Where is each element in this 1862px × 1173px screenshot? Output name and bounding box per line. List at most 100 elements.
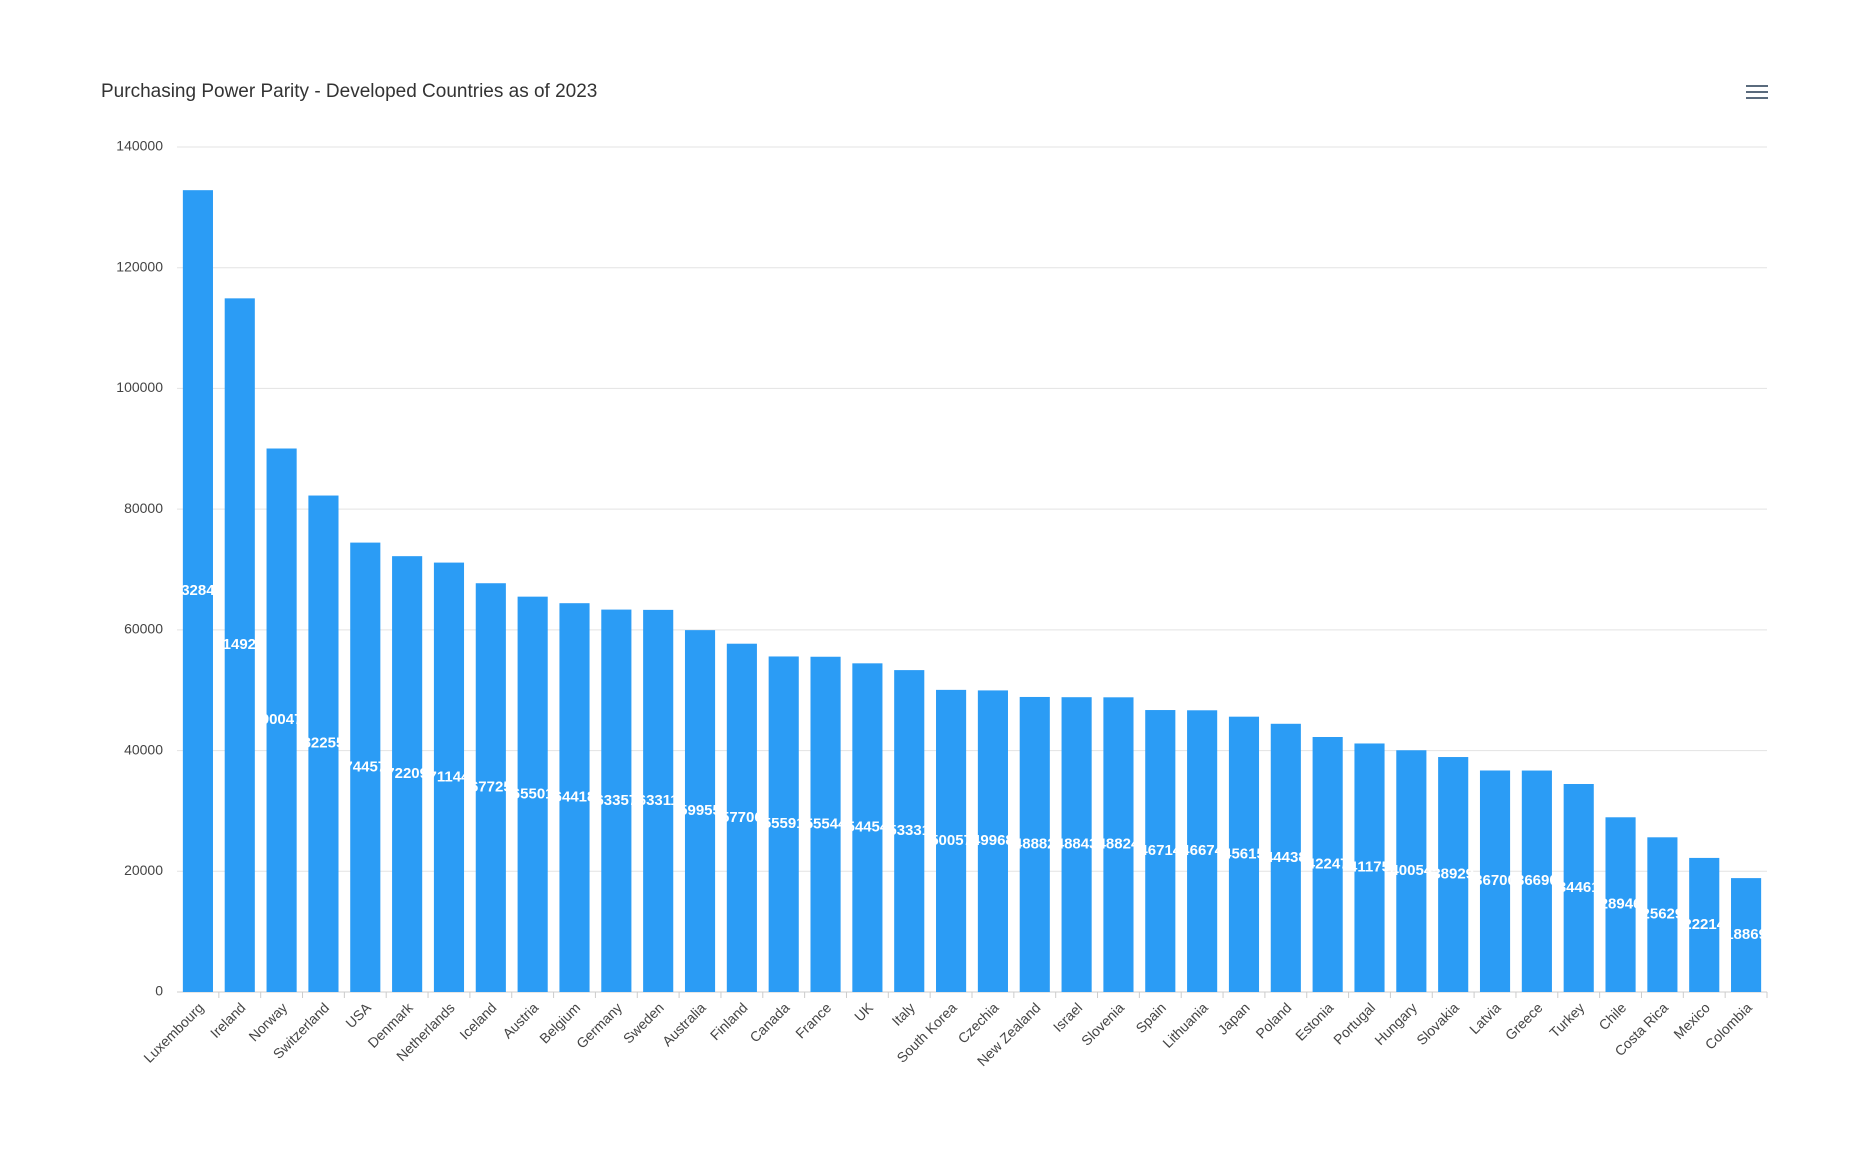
data-label: 55544 xyxy=(805,815,847,832)
bar xyxy=(350,542,381,992)
x-tick-label: Luxembourg xyxy=(140,999,206,1065)
data-label: 25629 xyxy=(1642,906,1684,923)
bar xyxy=(1187,710,1218,992)
x-tick-label: Portugal xyxy=(1330,999,1378,1047)
bar xyxy=(726,643,757,992)
bar xyxy=(1103,697,1134,992)
data-label: 22214 xyxy=(1683,916,1725,933)
data-label: 42247 xyxy=(1307,855,1349,872)
data-label: 67725 xyxy=(470,779,512,796)
data-label: 54454 xyxy=(847,819,889,836)
x-tick-label: Hungary xyxy=(1371,999,1420,1048)
x-tick-label: Turkey xyxy=(1546,999,1587,1040)
bar xyxy=(936,689,967,992)
y-tick-label: 20000 xyxy=(124,862,163,878)
bar xyxy=(1731,878,1762,992)
data-label: 63357 xyxy=(595,792,637,809)
x-tick-label: Germany xyxy=(573,999,625,1051)
data-label: 50057 xyxy=(930,832,972,849)
bar xyxy=(1563,784,1594,992)
bar xyxy=(643,609,674,992)
bar xyxy=(601,609,632,992)
bar xyxy=(559,603,590,992)
x-tick-label: France xyxy=(792,999,834,1041)
x-tick-label: Lithuania xyxy=(1159,999,1211,1051)
x-tick-label: Ireland xyxy=(207,999,249,1041)
data-label: 90047 xyxy=(261,711,303,728)
bar xyxy=(810,656,841,992)
bar xyxy=(977,690,1008,992)
x-tick-label: UK xyxy=(851,999,877,1025)
data-label: 55591 xyxy=(763,815,805,832)
x-tick-label: Spain xyxy=(1132,999,1169,1036)
bar xyxy=(852,663,883,992)
bar xyxy=(684,630,716,992)
x-tick-label: Israel xyxy=(1050,999,1086,1035)
bar xyxy=(1521,770,1552,992)
bar xyxy=(392,556,423,992)
menu-icon[interactable] xyxy=(1746,85,1768,99)
bar xyxy=(433,562,465,992)
y-tick-label: 0 xyxy=(155,983,163,999)
data-label: 49968 xyxy=(972,832,1014,849)
data-label: 34461 xyxy=(1558,879,1600,896)
data-label: 71144 xyxy=(429,768,471,785)
x-tick-label: Australia xyxy=(659,999,709,1049)
data-label: 63311 xyxy=(638,792,679,809)
bar xyxy=(1270,723,1301,992)
bar xyxy=(517,596,548,992)
bar xyxy=(1019,696,1050,992)
bar xyxy=(224,298,255,992)
data-label: 57706 xyxy=(721,809,763,826)
data-label: 114924 xyxy=(215,636,265,653)
data-label: 36690 xyxy=(1516,872,1558,889)
bar xyxy=(1354,743,1385,992)
data-label: 38929 xyxy=(1432,865,1474,882)
bar xyxy=(1647,837,1678,992)
data-label: 48843 xyxy=(1056,836,1098,853)
bar xyxy=(1689,857,1720,992)
data-label: 74457 xyxy=(344,758,386,775)
x-tick-label: Greece xyxy=(1502,999,1546,1043)
x-tick-label: Iceland xyxy=(456,999,499,1042)
data-label: 46674 xyxy=(1181,842,1223,859)
x-tick-label: Latvia xyxy=(1466,999,1504,1037)
data-label: 48824 xyxy=(1098,836,1140,853)
data-label: 48882 xyxy=(1014,835,1056,852)
bar xyxy=(475,583,506,992)
data-label: 65501 xyxy=(512,785,554,802)
data-label: 28946 xyxy=(1600,896,1642,913)
data-label: 44438 xyxy=(1265,849,1307,866)
data-label: 36700 xyxy=(1474,872,1516,889)
data-label: 40054 xyxy=(1390,862,1432,879)
data-label: 64418 xyxy=(554,789,596,806)
bar xyxy=(1479,770,1511,992)
y-tick-label: 80000 xyxy=(124,500,163,516)
x-tick-label: Poland xyxy=(1252,999,1294,1041)
bar xyxy=(1312,737,1343,992)
data-label: 72209 xyxy=(386,765,428,782)
bar xyxy=(1396,750,1427,992)
data-label: 132847 xyxy=(173,582,223,599)
x-tick-label: Slovakia xyxy=(1413,999,1462,1048)
chart-title: Purchasing Power Parity - Developed Coun… xyxy=(101,81,597,102)
x-tick-label: Japan xyxy=(1214,999,1252,1037)
y-tick-label: 60000 xyxy=(124,621,163,637)
y-tick-label: 100000 xyxy=(116,379,163,395)
bar xyxy=(1228,716,1260,992)
bar xyxy=(1605,817,1636,992)
x-tick-label: Italy xyxy=(888,999,917,1028)
bar xyxy=(768,656,799,992)
data-label: 53331 xyxy=(888,822,930,839)
x-tick-label: Slovenia xyxy=(1078,999,1127,1048)
data-label: 45615 xyxy=(1223,845,1265,862)
x-tick-label: Canada xyxy=(746,999,792,1045)
data-label: 18869 xyxy=(1725,926,1767,943)
y-tick-label: 120000 xyxy=(116,258,163,274)
bar xyxy=(266,448,297,992)
data-label: 82255 xyxy=(303,735,345,752)
y-tick-label: 40000 xyxy=(124,741,163,757)
data-label: 59955 xyxy=(679,802,721,819)
bar xyxy=(308,495,339,992)
